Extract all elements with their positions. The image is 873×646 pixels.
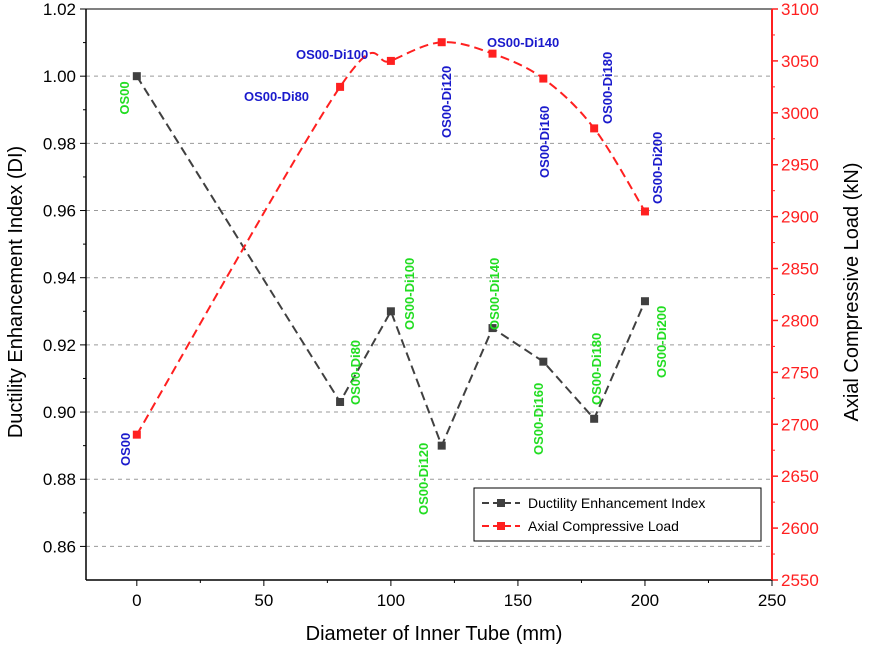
legend-marker-load (497, 522, 505, 530)
x-tick-label: 250 (758, 591, 786, 610)
di-series-line (135, 75, 646, 449)
legend: Ductility Enhancement Index Axial Compre… (473, 487, 762, 542)
y-axis-left-title: Ductility Enhancement Index (DI) (5, 146, 27, 438)
di-point (539, 357, 548, 366)
load-point (640, 207, 649, 216)
load-point (539, 74, 548, 83)
y-right-tick-label: 2600 (781, 519, 819, 538)
di-point-label: OS00-Di120 (416, 443, 431, 515)
y-left-tick-label: 0.92 (43, 336, 76, 355)
x-tick-label: 200 (631, 591, 659, 610)
y-right-tick-label: 3000 (781, 104, 819, 123)
load-point-label: OS00 (118, 433, 133, 466)
y-left-tick-label: 0.88 (43, 470, 76, 489)
y-left-tick-label: 0.98 (43, 134, 76, 153)
y-right-tick-label: 2650 (781, 467, 819, 486)
load-point (336, 82, 345, 91)
load-point (386, 56, 395, 65)
y-right-tick-label: 2700 (781, 415, 819, 434)
y-right-tick-label: 2550 (781, 571, 819, 590)
axes: 0.86 0.88 0.90 0.92 0.94 0.96 0.98 1.00 1.02 2550… (43, 0, 819, 610)
y-left-tick-label: 0.90 (43, 403, 76, 422)
di-point-label: OS00-Di160 (531, 383, 546, 455)
di-point (437, 441, 446, 450)
y-left-tick-label: 1.00 (43, 67, 76, 86)
series-axial-compressive-load (132, 38, 649, 439)
load-point-label: OS00-Di120 (439, 66, 454, 138)
y-right-tick-label: 2800 (781, 311, 819, 330)
load-point-label: OS00-Di100 (296, 47, 368, 62)
y-left-tick-label: 0.86 (43, 537, 76, 556)
di-point (336, 397, 345, 406)
x-tick-label: 50 (254, 591, 273, 610)
di-point-label: OS00-Di200 (654, 306, 669, 378)
di-point (640, 297, 649, 306)
load-point (488, 49, 497, 58)
di-point-label: OS00-Di80 (348, 340, 363, 405)
x-tick-label: 150 (504, 591, 532, 610)
legend-label-di: Ductility Enhancement Index (528, 495, 705, 511)
x-tick-label: 100 (377, 591, 405, 610)
y-right-tick-label: 2750 (781, 363, 819, 382)
load-point (590, 124, 599, 133)
legend-marker-di (497, 499, 505, 507)
legend-label-load: Axial Compressive Load (528, 518, 679, 534)
di-point (386, 307, 395, 316)
di-point-label: OS00-Di140 (487, 258, 502, 330)
load-point-label: OS00-Di200 (650, 132, 665, 204)
di-point-label: OS00-Di100 (402, 258, 417, 330)
y-left-tick-label: 1.02 (43, 0, 76, 19)
series-ductility-enhancement-index (132, 72, 649, 450)
y-right-tick-label: 2900 (781, 208, 819, 227)
load-point-label: OS00-Di140 (487, 35, 559, 50)
load-point (437, 38, 446, 47)
load-point-label: OS00-Di160 (537, 106, 552, 178)
load-point (132, 430, 141, 439)
load-series-line (135, 41, 646, 436)
di-point (590, 414, 599, 423)
y-right-tick-label: 3100 (781, 0, 819, 19)
di-point (132, 72, 141, 81)
x-tick-label: 0 (132, 591, 141, 610)
di-point (488, 324, 497, 333)
y-left-tick-label: 0.96 (43, 202, 76, 221)
y-axis-right-title: Axial Compressive Load (kN) (841, 163, 863, 422)
load-point-label: OS00-Di80 (244, 89, 309, 104)
y-left-tick-label: 0.94 (43, 269, 76, 288)
point-labels: OS00 OS00-Di80 OS00-Di100 OS00-Di120 OS00-Di… (117, 35, 669, 515)
load-point-label: OS00-Di180 (600, 52, 615, 124)
di-point-label: OS00-Di180 (589, 333, 604, 405)
y-right-tick-label: 3050 (781, 52, 819, 71)
y-right-tick-label: 2850 (781, 260, 819, 279)
x-axis-title: Diameter of Inner Tube (mm) (306, 623, 563, 645)
legend-box (473, 487, 762, 542)
y-right-tick-label: 2950 (781, 156, 819, 175)
di-point-label: OS00 (117, 81, 132, 114)
